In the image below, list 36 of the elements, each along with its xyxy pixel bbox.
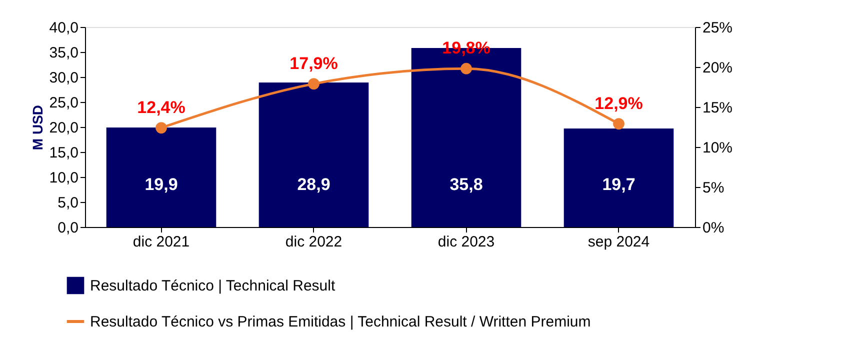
y-tick-label: 5,0 xyxy=(58,194,78,212)
data-label: 17,9% xyxy=(290,54,338,73)
y2-tick-label: 5% xyxy=(702,180,724,196)
y-tick-label: 10,0 xyxy=(49,170,78,186)
point xyxy=(460,62,472,74)
y-tick-label: 0,0 xyxy=(58,220,78,236)
point xyxy=(156,122,167,134)
y2-tick-label: 10% xyxy=(702,140,733,156)
x-tick-label: dic 2022 xyxy=(285,234,342,250)
y2-tick-label: 15% xyxy=(702,100,733,116)
legend-label: Resultado Técnico | Technical Result xyxy=(90,278,336,294)
data-label: 12,4% xyxy=(137,98,186,117)
y-tick-label: 40,0 xyxy=(49,20,78,36)
bar xyxy=(564,128,674,227)
y2-tick-label: 25% xyxy=(702,20,733,36)
y-tick-label: 30,0 xyxy=(49,70,78,86)
data-label: 12,9% xyxy=(594,94,643,113)
y2-tick-label: 20% xyxy=(702,60,733,76)
y-tick-label: 15,0 xyxy=(49,144,78,162)
data-label: 35,8 xyxy=(450,175,483,194)
legend-label: Resultado Técnico vs Primas Emitidas | Technical Result / Written Premium xyxy=(90,314,591,330)
data-label: 19,7 xyxy=(602,175,636,194)
bar xyxy=(106,128,216,227)
point xyxy=(308,78,320,90)
data-label: 28,9 xyxy=(297,175,330,194)
y-axis-title: M USD xyxy=(29,104,46,150)
y-tick-label: 25,0 xyxy=(49,94,78,112)
point xyxy=(613,118,624,130)
y-tick-label: 35,0 xyxy=(49,44,78,62)
x-tick-label: dic 2023 xyxy=(438,234,495,250)
y2-tick-label: 0% xyxy=(702,220,724,236)
x-tick-label: sep 2024 xyxy=(588,234,650,250)
bar xyxy=(258,82,369,227)
x-tick-label: dic 2021 xyxy=(132,234,190,250)
y-tick-label: 20,0 xyxy=(49,120,78,136)
data-label: 19,9 xyxy=(144,175,178,194)
